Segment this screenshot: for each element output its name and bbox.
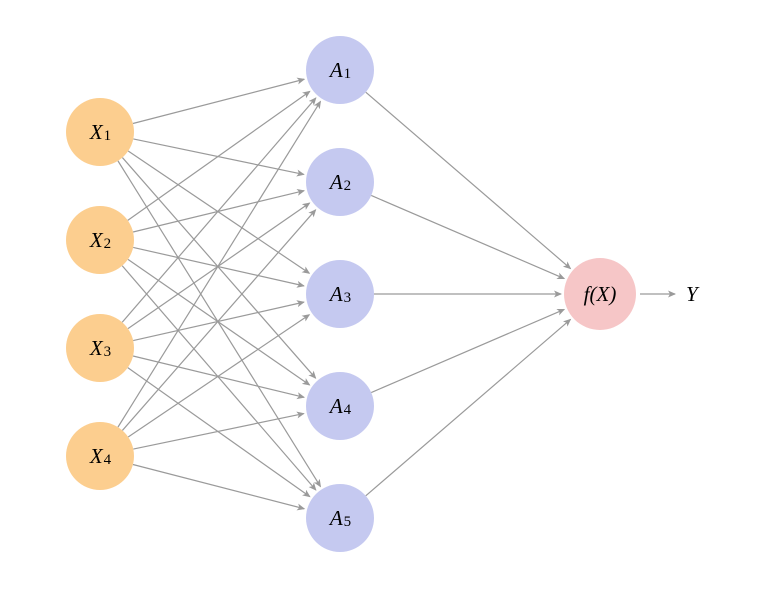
edge-A5-fX (366, 319, 571, 495)
edge-X1-A1 (133, 79, 304, 123)
edge-X1-A4 (122, 158, 315, 379)
hidden-node-A4: A4 (306, 372, 374, 440)
edges-layer (0, 0, 767, 591)
input-node-X2: X2 (66, 206, 134, 274)
input-node-X4: X4 (66, 422, 134, 490)
hidden-node-A5: A5 (306, 484, 374, 552)
node-label-main: A (330, 282, 343, 307)
hidden-node-A1: A1 (306, 36, 374, 104)
edge-X3-A5 (128, 368, 310, 497)
node-label-main: A (330, 58, 343, 83)
hidden-node-A2: A2 (306, 148, 374, 216)
node-label-main: A (330, 394, 343, 419)
node-label-main: X (90, 444, 103, 469)
node-label-sub: 1 (104, 128, 112, 145)
node-label-main: X (90, 336, 103, 361)
output-label-y: Y (686, 282, 698, 307)
edge-X2-A1 (128, 91, 310, 220)
node-label-main: X (90, 120, 103, 145)
node-label-sub: 2 (344, 178, 352, 195)
edge-A1-fX (366, 92, 571, 268)
node-label-sub: 1 (344, 66, 352, 83)
node-label-main: A (330, 170, 343, 195)
edge-A2-fX (371, 195, 564, 278)
input-node-X3: X3 (66, 314, 134, 382)
node-label-sub: 3 (344, 290, 352, 307)
edge-X4-A5 (133, 465, 304, 509)
node-label: f(X) (584, 282, 617, 307)
edge-X2-A5 (122, 266, 316, 490)
node-label-main: A (330, 506, 343, 531)
node-label-sub: 3 (104, 344, 112, 361)
output-node-fX: f(X) (564, 258, 636, 330)
edge-X3-A1 (122, 98, 316, 322)
node-label-sub: 4 (344, 402, 352, 419)
node-label-sub: 4 (104, 452, 112, 469)
input-node-X1: X1 (66, 98, 134, 166)
edge-X4-A4 (133, 414, 303, 450)
edge-X4-A2 (122, 210, 315, 431)
node-label-main: X (90, 228, 103, 253)
hidden-node-A3: A3 (306, 260, 374, 328)
node-label-sub: 2 (104, 236, 112, 253)
edge-A4-fX (371, 309, 564, 392)
node-label-sub: 5 (344, 514, 352, 531)
